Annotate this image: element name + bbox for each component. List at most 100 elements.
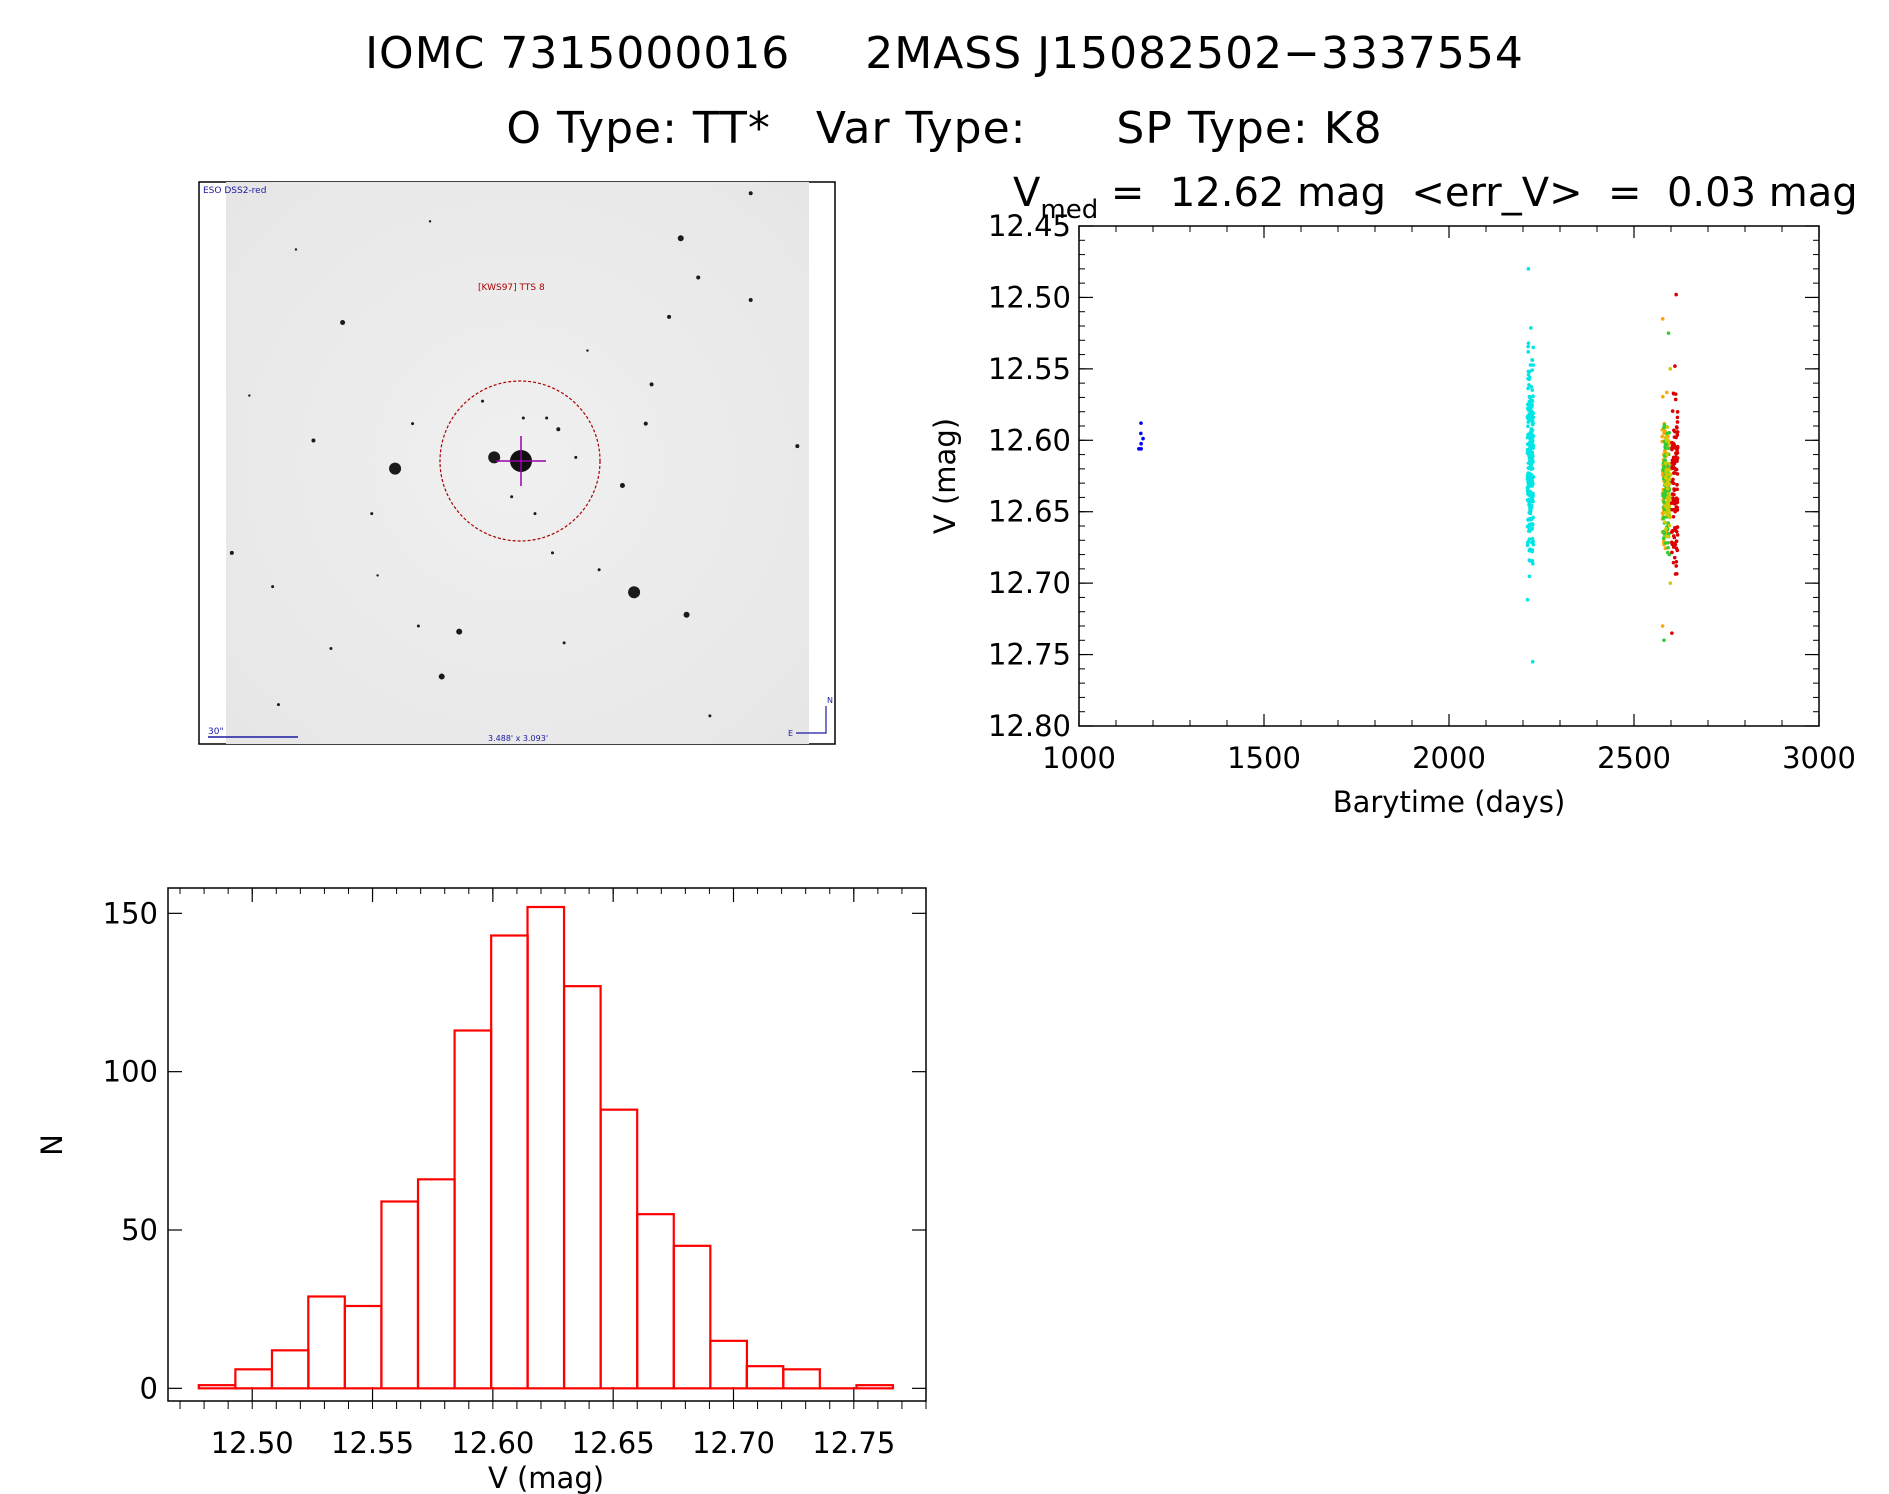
- lightcurve-point: [1527, 415, 1532, 420]
- star: [683, 611, 690, 618]
- lightcurve-point: [1665, 431, 1669, 436]
- x-tick-label: 3000: [1782, 741, 1856, 775]
- lightcurve-point: [1675, 430, 1680, 434]
- lightcurve-point: [1673, 525, 1677, 530]
- lightcurve-point: [1675, 487, 1679, 492]
- lightcurve-point: [1660, 624, 1665, 628]
- histogram-bar: [526, 905, 566, 1390]
- lightcurve-point: [1663, 510, 1668, 515]
- lightcurve-point: [1663, 546, 1668, 551]
- lightcurve-point: [1525, 435, 1530, 440]
- lightcurve-point: [1674, 435, 1678, 440]
- lightcurve-point: [1530, 536, 1535, 541]
- lightcurve-point: [1672, 442, 1676, 447]
- title-iomc-id: IOMC 7315000016: [365, 28, 791, 79]
- star: [649, 382, 654, 387]
- lightcurve-point: [1526, 350, 1531, 354]
- lightcurve-point: [1663, 520, 1667, 524]
- lightcurve-point: [1526, 489, 1531, 493]
- star: [574, 455, 578, 459]
- lightcurve-point: [1673, 364, 1677, 368]
- page-title: IOMC 7315000016 2MASS J15082502−3337554: [0, 28, 1889, 79]
- y-tick-label: 12.50: [988, 280, 1071, 314]
- lightcurve-point: [1530, 659, 1535, 664]
- histogram-bar: [307, 1295, 346, 1390]
- lightcurve-point: [1531, 434, 1535, 439]
- star: [619, 482, 625, 488]
- lightcurve-point: [1529, 418, 1533, 422]
- lightcurve-point: [1671, 481, 1676, 486]
- lightcurve-point: [1141, 436, 1145, 441]
- lightcurve-point: [1663, 461, 1668, 466]
- histogram-bar: [416, 1178, 456, 1390]
- y-tick-label: 12.45: [988, 209, 1071, 243]
- lightcurve-point: [1661, 394, 1665, 399]
- lightcurve-point: [1670, 507, 1674, 512]
- histogram-bar: [745, 1365, 785, 1390]
- histogram-chart: 12.50 12.55 12.60 12.65 12.70 12.75050100150 …: [35, 887, 927, 1494]
- star: [545, 416, 549, 420]
- hist-x-tick-label: 12.75: [812, 1426, 895, 1460]
- lightcurve-point: [1525, 597, 1530, 602]
- subtitle-object-type: O Type: TT*: [506, 103, 771, 154]
- lightcurve-point: [1671, 560, 1676, 565]
- lightcurve-point: [1667, 461, 1671, 466]
- lightcurve-point: [1674, 505, 1679, 509]
- lightcurve-point: [1528, 447, 1532, 452]
- lightcurve-point: [1525, 524, 1530, 529]
- lightcurve-point: [1664, 390, 1669, 395]
- lightcurve-point: [1527, 529, 1532, 533]
- lightcurve-point: [1671, 465, 1675, 470]
- lightcurve-point: [1531, 421, 1535, 426]
- y-tick-label: 12.55: [988, 352, 1071, 386]
- lightcurve-point: [1139, 421, 1143, 425]
- star: [748, 191, 753, 196]
- star: [438, 673, 445, 680]
- lightcurve-point: [1527, 456, 1532, 460]
- star: [370, 512, 374, 516]
- lightcurve-point: [1666, 540, 1671, 545]
- lightcurve-point: [1675, 445, 1680, 450]
- y-tick-label: 12.65: [988, 495, 1071, 529]
- lightcurve-point: [1530, 491, 1534, 496]
- finder-chart: ESO DSS2-red [KWS97] TTS 8 30" 3.488' x …: [198, 181, 836, 745]
- lightcurve-point: [1672, 487, 1676, 491]
- lightcurve-point: [1671, 534, 1676, 538]
- lightcurve-point: [1528, 511, 1533, 516]
- lightcurve-point: [1530, 368, 1534, 372]
- lightcurve-points: [1137, 267, 1680, 664]
- star: [510, 495, 514, 499]
- lightcurve-point: [1669, 501, 1674, 505]
- field-of-view-label: 3.488' x 3.093': [488, 734, 548, 743]
- star: [294, 248, 298, 251]
- lightcurve-point: [1666, 477, 1671, 482]
- lightcurve-point: [1672, 555, 1677, 560]
- lightcurve-point: [1527, 383, 1531, 387]
- hist-y-tick-label: 150: [103, 896, 158, 930]
- star: [795, 444, 800, 449]
- lightcurve-point: [1666, 331, 1671, 335]
- lightcurve-point: [1525, 498, 1530, 502]
- lightcurve-point: [1531, 499, 1535, 504]
- lightcurve-point: [1530, 558, 1535, 563]
- lightcurve-point: [1675, 420, 1680, 424]
- lightcurve-ticks: 1000 1500 2000 2500 3000 12.45 12.50 12.55 12.60…: [988, 209, 1856, 775]
- star: [329, 646, 333, 650]
- hist-y-tick-label: 50: [121, 1213, 158, 1247]
- lightcurve-point: [1666, 438, 1671, 443]
- lightcurve-point: [1530, 414, 1535, 419]
- histogram-bar: [599, 1108, 639, 1390]
- lightcurve-point: [1675, 482, 1679, 487]
- lightcurve-point: [1526, 386, 1530, 391]
- lightcurve-point: [1666, 531, 1671, 536]
- histogram-plot-frame: [167, 887, 927, 1402]
- star: [411, 422, 415, 426]
- lightcurve-point: [1665, 425, 1670, 429]
- lightcurve-header-text: = 12.62 mag <err_V> = 0.03 mag: [1098, 170, 1857, 216]
- lightcurve-point: [1671, 477, 1675, 482]
- star: [562, 641, 566, 645]
- x-tick-label: 2000: [1412, 741, 1486, 775]
- lightcurve-ylabel: V (mag): [928, 418, 962, 534]
- lightcurve-point: [1529, 481, 1533, 486]
- lightcurve-point: [1670, 550, 1674, 555]
